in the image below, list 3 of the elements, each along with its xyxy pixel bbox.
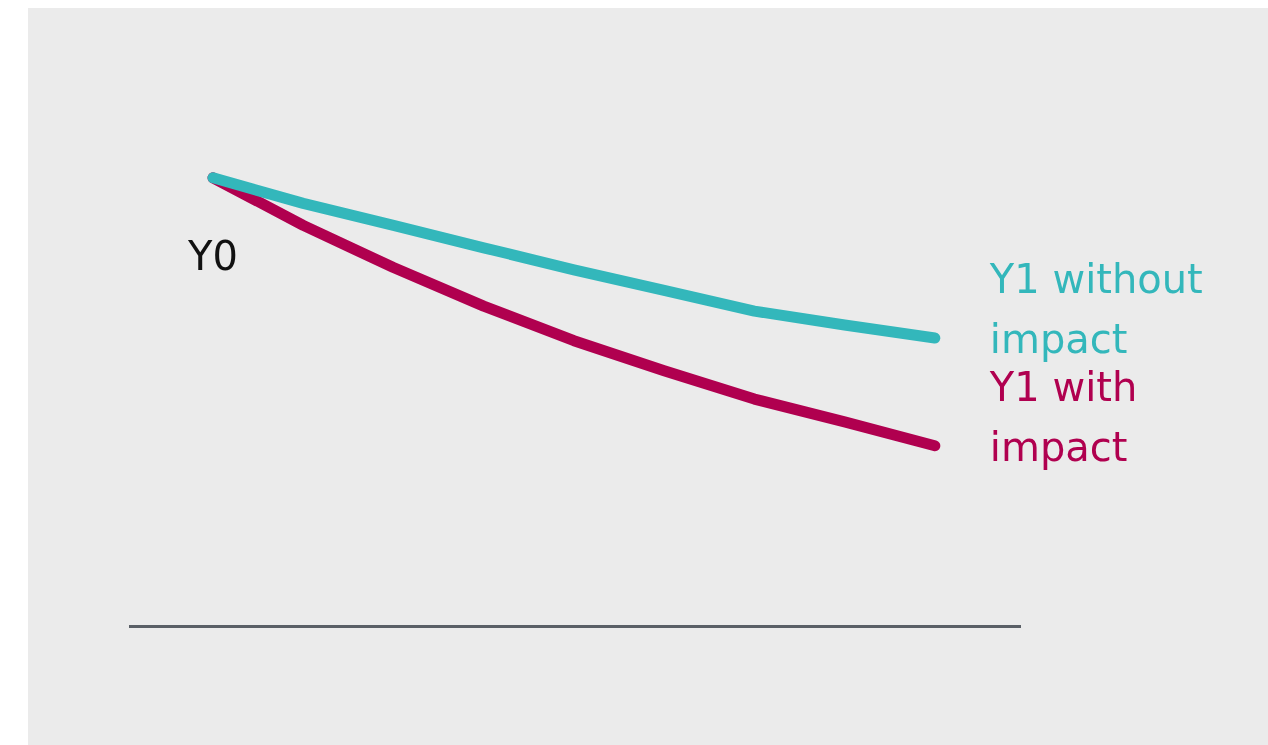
- annotation: Y0: [187, 232, 238, 279]
- series-label: Y1 without impact: [988, 256, 1203, 363]
- series-label: Y1 with impact: [988, 363, 1138, 470]
